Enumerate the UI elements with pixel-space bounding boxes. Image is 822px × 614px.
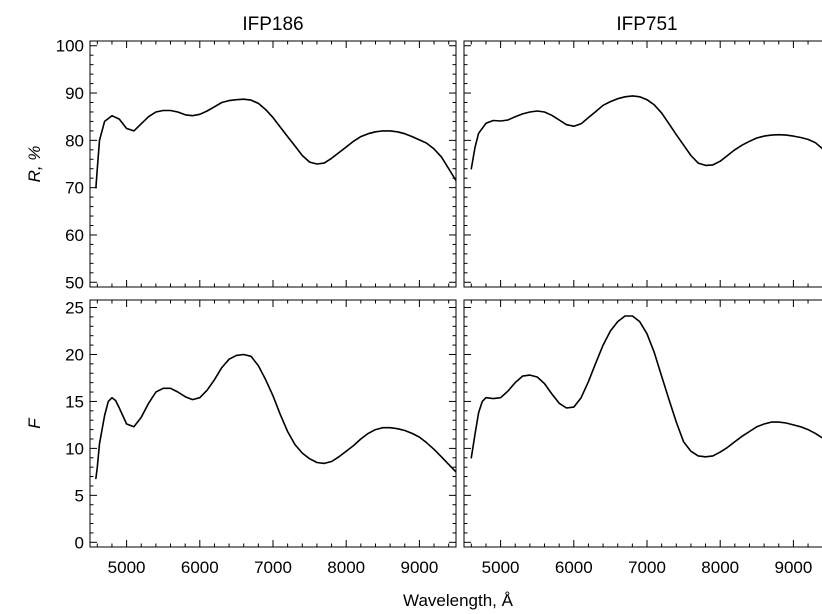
y-tick-label: 60 (65, 226, 84, 245)
y-tick-label: 0 (75, 533, 84, 552)
y-tick-label: 100 (56, 37, 84, 56)
x-tick-label: 6000 (181, 558, 219, 577)
y-tick-label: 80 (65, 131, 84, 150)
x-axis-title: Wavelength, Å (403, 591, 514, 610)
x-tick-label: 8000 (701, 558, 739, 577)
y-tick-label: 50 (65, 273, 84, 292)
y-tick-label: 20 (65, 345, 84, 364)
y-tick-label: 5 (75, 486, 84, 505)
y-tick-label: 25 (65, 299, 84, 318)
plot-frame (89, 299, 457, 548)
y-tick-label: 70 (65, 179, 84, 198)
y-tick-label: 90 (65, 84, 84, 103)
y-axis-title: F (25, 417, 44, 429)
x-tick-label: 8000 (327, 558, 365, 577)
y-tick-label: 10 (65, 439, 84, 458)
data-line-ifp186-r (95, 98, 456, 189)
x-tick-label: 7000 (628, 558, 666, 577)
data-line-ifp186-f (95, 353, 456, 480)
data-line-ifp751-r (470, 95, 822, 170)
y-axis-title: R, % (25, 146, 44, 183)
x-tick-label: 9000 (400, 558, 438, 577)
x-tick-label: 5000 (482, 558, 520, 577)
plot-layer: IFP186 IFP751 50 60 70 80 90 100 R, % 0 5 10 15 20 25 5… (25, 14, 822, 610)
x-tick-label: 6000 (555, 558, 593, 577)
x-tick-label: 7000 (254, 558, 292, 577)
panel-title-ifp186: IFP186 (242, 14, 303, 35)
plot-frame (463, 40, 822, 288)
plot-frame (89, 40, 457, 288)
x-tick-label: 9000 (774, 558, 812, 577)
data-line-ifp751-f (470, 315, 822, 459)
x-tick-label: 5000 (108, 558, 146, 577)
y-tick-label: 15 (65, 392, 84, 411)
panel-title-ifp751: IFP751 (616, 14, 677, 35)
